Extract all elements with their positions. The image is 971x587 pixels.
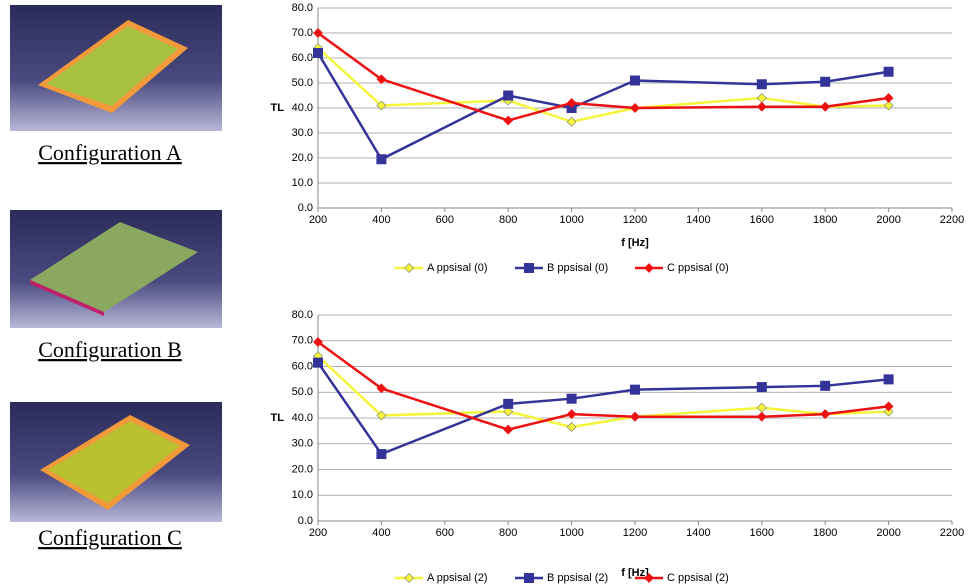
- x-tick-label: 1000: [559, 527, 583, 539]
- marker: [884, 374, 894, 384]
- config-image-a: [10, 5, 222, 131]
- legend-marker: [405, 574, 414, 583]
- legend-marker: [645, 264, 654, 273]
- legend-marker: [524, 263, 534, 273]
- x-tick-label: 200: [309, 214, 327, 226]
- y-tick-label: 70.0: [292, 335, 313, 347]
- y-tick-label: 60.0: [292, 52, 313, 64]
- marker: [757, 102, 766, 111]
- marker: [630, 385, 640, 395]
- line: [318, 363, 889, 454]
- legend-label: A ppsisal (0): [427, 262, 488, 274]
- x-tick-label: 1800: [813, 527, 837, 539]
- marker: [567, 394, 577, 404]
- marker: [757, 94, 766, 103]
- marker: [820, 77, 830, 87]
- y-tick-label: 80.0: [292, 2, 313, 14]
- y-tick-label: 80.0: [292, 309, 313, 321]
- marker: [503, 399, 513, 409]
- legend-marker: [524, 573, 534, 583]
- marker: [821, 102, 830, 111]
- marker: [313, 358, 323, 368]
- line: [318, 33, 889, 121]
- y-tick-label: 50.0: [292, 386, 313, 398]
- line: [318, 48, 889, 122]
- x-tick-label: 600: [436, 214, 454, 226]
- x-tick-label: 2200: [940, 214, 964, 226]
- x-tick-label: 1200: [623, 214, 647, 226]
- marker: [504, 116, 513, 125]
- x-tick-label: 1400: [686, 527, 710, 539]
- y-axis-label: TL: [271, 412, 285, 424]
- x-tick-label: 1200: [623, 527, 647, 539]
- legend-label: B ppsisal (0): [547, 262, 608, 274]
- marker: [884, 94, 893, 103]
- marker: [567, 423, 576, 432]
- legend-label: C ppsisal (0): [667, 262, 729, 274]
- marker: [821, 410, 830, 419]
- y-tick-label: 40.0: [292, 102, 313, 114]
- config-label: Configuration C: [38, 525, 182, 550]
- x-tick-label: 1600: [750, 527, 774, 539]
- legend-label: C ppsisal (2): [667, 572, 729, 584]
- marker: [884, 67, 894, 77]
- legend-marker: [405, 264, 414, 273]
- y-tick-label: 20.0: [292, 152, 313, 164]
- legend-label: A ppsisal (2): [427, 572, 488, 584]
- config-label: Configuration B: [38, 337, 182, 362]
- marker: [631, 412, 640, 421]
- y-axis-label: TL: [271, 102, 285, 114]
- figure: Configuration A Configuration B Configur…: [0, 0, 971, 587]
- x-tick-label: 1800: [813, 214, 837, 226]
- marker: [631, 104, 640, 113]
- marker: [757, 79, 767, 89]
- marker: [567, 117, 576, 126]
- y-tick-label: 0.0: [298, 515, 313, 527]
- x-tick-label: 2000: [876, 527, 900, 539]
- y-tick-label: 70.0: [292, 27, 313, 39]
- y-tick-label: 60.0: [292, 360, 313, 372]
- x-tick-label: 400: [372, 527, 390, 539]
- marker: [504, 425, 513, 434]
- marker: [376, 449, 386, 459]
- legend-label: B ppsisal (2): [547, 572, 608, 584]
- marker: [567, 410, 576, 419]
- y-tick-label: 0.0: [298, 202, 313, 214]
- x-tick-label: 800: [499, 527, 517, 539]
- x-tick-label: 1000: [559, 214, 583, 226]
- y-tick-label: 10.0: [292, 489, 313, 501]
- x-tick-label: 400: [372, 214, 390, 226]
- marker: [313, 48, 323, 58]
- config-image-b: [10, 210, 222, 328]
- marker: [884, 402, 893, 411]
- marker: [630, 76, 640, 86]
- y-tick-label: 30.0: [292, 438, 313, 450]
- x-tick-label: 1600: [750, 214, 774, 226]
- x-tick-label: 800: [499, 214, 517, 226]
- page: Configuration A Configuration B Configur…: [0, 0, 971, 587]
- y-tick-label: 40.0: [292, 412, 313, 424]
- marker: [757, 382, 767, 392]
- x-tick-label: 2200: [940, 527, 964, 539]
- y-tick-label: 30.0: [292, 127, 313, 139]
- marker: [757, 412, 766, 421]
- x-tick-label: 600: [436, 527, 454, 539]
- x-axis-label: f [Hz]: [621, 237, 649, 249]
- y-tick-label: 50.0: [292, 77, 313, 89]
- marker: [820, 381, 830, 391]
- marker: [503, 91, 513, 101]
- x-tick-label: 2000: [876, 214, 900, 226]
- y-tick-label: 10.0: [292, 177, 313, 189]
- x-tick-label: 1400: [686, 214, 710, 226]
- y-tick-label: 20.0: [292, 463, 313, 475]
- x-tick-label: 200: [309, 527, 327, 539]
- marker: [757, 403, 766, 412]
- marker: [376, 154, 386, 164]
- config-image-c: [10, 402, 222, 522]
- config-label: Configuration A: [38, 140, 182, 165]
